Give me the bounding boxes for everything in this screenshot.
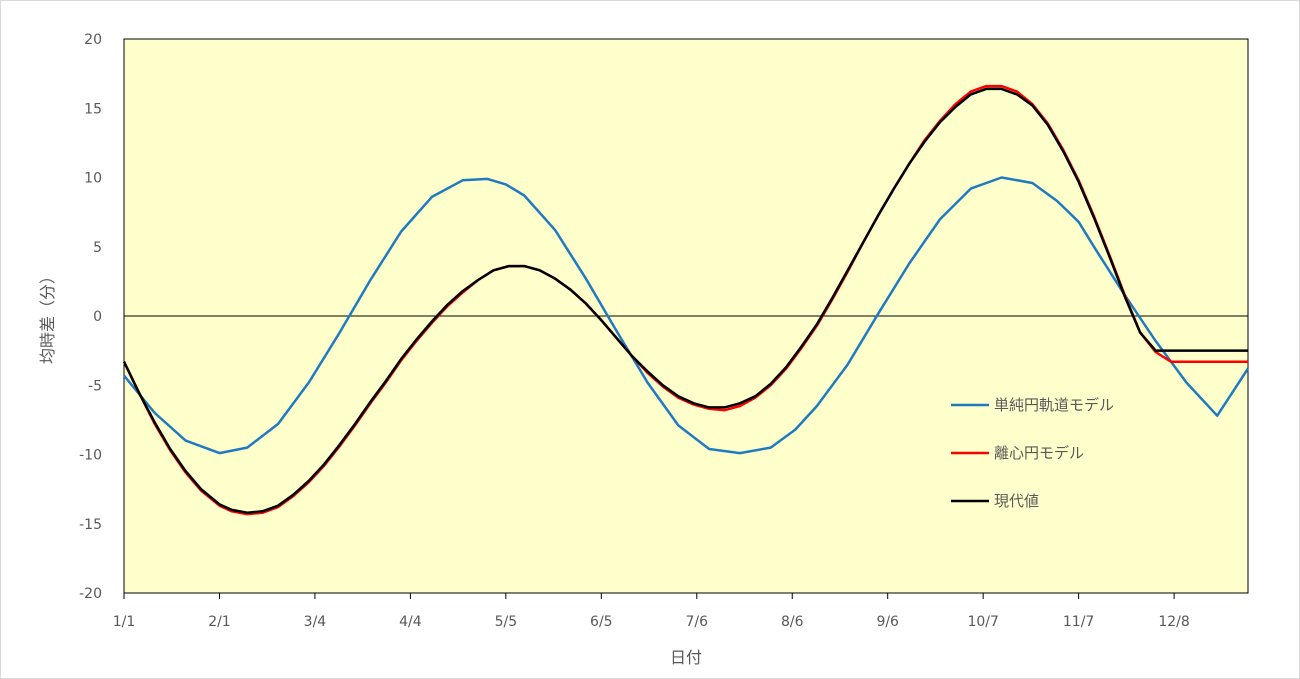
- x-tick-label: 6/5: [590, 614, 613, 630]
- x-tick-label: 12/8: [1158, 614, 1189, 630]
- y-axis-title: 均時差（分）: [38, 268, 57, 364]
- series-lines: [122, 84, 1250, 516]
- x-tick-label: 3/4: [304, 614, 327, 630]
- x-tick-label: 7/6: [686, 614, 709, 630]
- y-tick-label: 0: [93, 309, 102, 325]
- legend-label: 離心円モデル: [994, 444, 1084, 462]
- legend-label: 現代値: [994, 492, 1039, 510]
- series-line: [122, 87, 1248, 514]
- x-tick-label: 9/6: [876, 614, 899, 630]
- y-tick-label: 5: [93, 240, 102, 256]
- y-axis-tick-labels: 20 15 10 5 0 -5 -10 -15 -20: [79, 32, 102, 602]
- legend-label: 単純円軌道モデル: [994, 396, 1114, 414]
- y-tick-label: 15: [84, 101, 102, 117]
- y-tick-label: -20: [79, 586, 102, 602]
- x-tick-label: 1/1: [113, 614, 136, 630]
- y-tick-label: 10: [84, 171, 102, 187]
- x-tick-label: 10/7: [967, 614, 998, 630]
- x-tick-label: 4/4: [399, 614, 422, 630]
- y-tick-label: 20: [84, 32, 102, 48]
- y-tick-label: -10: [79, 448, 102, 464]
- x-tick-label: 8/6: [781, 614, 804, 630]
- x-axis-title: 日付: [670, 648, 702, 667]
- x-tick-label: 11/7: [1063, 614, 1094, 630]
- x-axis-tick-labels: 1/1 2/1 3/4 4/4 5/5 6/5 7/6 8/6 9/6 10/7 11/7 12/8: [113, 614, 1190, 630]
- y-tick-label: -5: [88, 378, 102, 394]
- series-line: [123, 176, 1250, 455]
- x-tick-label: 5/5: [495, 614, 518, 630]
- y-tick-label: -15: [79, 517, 102, 533]
- x-tick-label: 2/1: [208, 614, 231, 630]
- x-axis-ticks: [123, 593, 1175, 599]
